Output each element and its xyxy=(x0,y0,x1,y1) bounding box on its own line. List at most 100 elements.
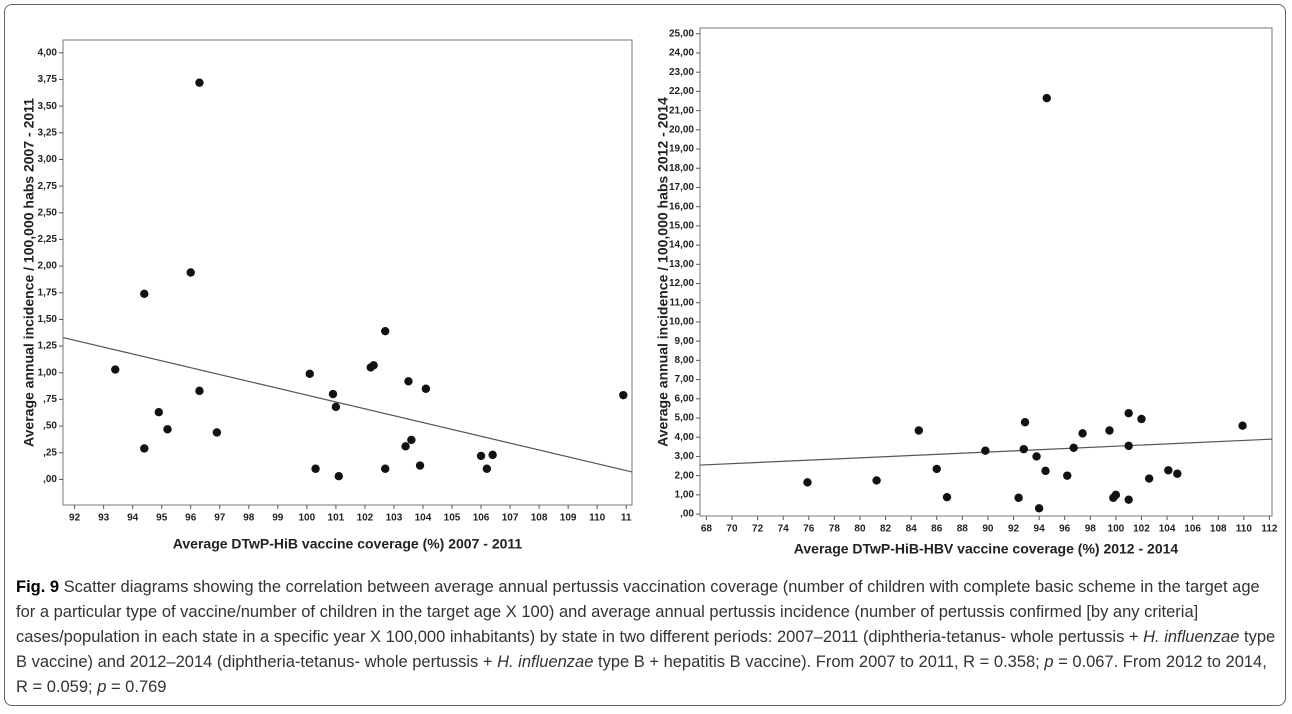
data-point xyxy=(331,402,341,412)
x-tick-label: 112 xyxy=(1261,524,1278,535)
y-tick-label: 8,00 xyxy=(675,355,695,366)
data-point xyxy=(1032,452,1041,461)
data-point xyxy=(1078,429,1087,438)
y-tick-label: 2,00 xyxy=(675,470,695,481)
y-tick-label: 19,00 xyxy=(669,144,694,155)
x-tick-label: 106 xyxy=(1184,524,1201,535)
data-point xyxy=(1042,93,1051,103)
data-point xyxy=(872,476,881,485)
x-tick-label: 93 xyxy=(98,513,110,524)
data-point xyxy=(369,361,378,370)
y-tick-label: 7,00 xyxy=(675,374,695,385)
y-tick-label: 3,00 xyxy=(38,154,58,165)
x-tick-label: 76 xyxy=(803,524,815,535)
caption-text: type B + hepatitis B vaccine). From 2007… xyxy=(593,653,1045,671)
data-point xyxy=(1014,493,1023,502)
x-tick-label: 104 xyxy=(1159,524,1176,535)
x-tick-label: 78 xyxy=(829,524,841,535)
data-point xyxy=(195,78,204,87)
x-tick-label: 100 xyxy=(1108,524,1125,535)
y-tick-label: 3,50 xyxy=(38,101,58,112)
x-tick-label: 99 xyxy=(272,513,284,524)
x-tick-label: 80 xyxy=(854,524,866,535)
y-tick-label: ,25 xyxy=(43,447,57,458)
y-tick-label: ,50 xyxy=(43,421,57,432)
data-point xyxy=(488,450,497,460)
data-point xyxy=(981,446,990,455)
data-point xyxy=(1041,466,1050,476)
data-point xyxy=(140,444,149,453)
y-tick-label: 2,50 xyxy=(38,207,58,218)
data-point xyxy=(186,268,195,277)
y-tick-label: 5,00 xyxy=(675,413,695,424)
x-tick-label: 90 xyxy=(982,524,994,535)
x-tick-label: 11 xyxy=(621,513,632,524)
data-point xyxy=(311,464,320,473)
figure-frame xyxy=(4,4,1286,706)
x-tick-label: 92 xyxy=(1008,524,1020,535)
data-point xyxy=(1069,443,1078,452)
data-point xyxy=(942,492,952,502)
caption-text: Scatter diagrams showing the correlation… xyxy=(16,578,1260,646)
y-tick-label: 1,75 xyxy=(38,287,58,298)
caption: Fig. 9 Scatter diagrams showing the corr… xyxy=(16,575,1278,700)
data-point xyxy=(1111,490,1121,500)
data-point xyxy=(1124,441,1133,451)
y-tick-label: 4,00 xyxy=(38,47,58,58)
y-tick-label: 14,00 xyxy=(669,240,694,251)
x-tick-label: 68 xyxy=(701,524,713,535)
y-tick-label: ,00 xyxy=(43,474,57,485)
x-tick-label: 94 xyxy=(127,513,139,524)
data-point xyxy=(619,390,628,400)
data-point xyxy=(381,464,390,473)
data-point xyxy=(914,426,924,435)
y-tick-label: 10,00 xyxy=(669,317,694,328)
y-tick-label: 9,00 xyxy=(675,336,695,347)
data-point xyxy=(1144,474,1154,483)
data-point xyxy=(305,369,314,379)
y-tick-label: 1,00 xyxy=(38,367,58,378)
x-tick-label: 102 xyxy=(1133,524,1150,535)
data-point xyxy=(140,289,149,299)
x-tick-label: 101 xyxy=(328,513,345,524)
data-point xyxy=(154,408,164,417)
caption-label: Fig. 9 xyxy=(16,578,60,596)
y-tick-label: 17,00 xyxy=(669,182,694,193)
y-tick-label: 20,00 xyxy=(669,124,694,135)
y-tick-label: 11,00 xyxy=(670,297,695,308)
caption-text: type B vaccine) and 2012–2014 (diphtheri… xyxy=(16,628,1276,671)
data-point xyxy=(1173,469,1182,478)
y-tick-label: 16,00 xyxy=(669,201,694,212)
y-axis-label: Average annual incidence / 100,000 habs … xyxy=(655,97,671,447)
data-point xyxy=(1124,409,1133,418)
x-tick-label: 104 xyxy=(415,513,432,524)
x-tick-label: 102 xyxy=(357,513,374,524)
x-tick-label: 106 xyxy=(473,513,490,524)
x-tick-label: 108 xyxy=(531,513,548,524)
data-point xyxy=(415,461,425,470)
y-tick-label: 3,00 xyxy=(675,451,695,462)
x-tick-label: 110 xyxy=(589,513,606,524)
caption-text: H. influenzae xyxy=(497,653,594,671)
y-tick-label: ,00 xyxy=(680,509,694,520)
data-point xyxy=(1063,471,1072,480)
data-point xyxy=(1105,426,1114,435)
x-tick-label: 105 xyxy=(444,513,461,524)
caption-text: = 0.769 xyxy=(106,678,167,696)
x-tick-label: 72 xyxy=(752,524,764,535)
plot-area xyxy=(62,39,633,506)
x-tick-label: 95 xyxy=(156,513,168,524)
x-tick-label: 74 xyxy=(778,524,790,535)
data-point xyxy=(1019,444,1028,454)
y-axis-label: Average annual incidence / 100,000 habs … xyxy=(21,98,37,447)
x-tick-label: 88 xyxy=(957,524,969,535)
x-tick-label: 103 xyxy=(386,513,403,524)
x-tick-label: 84 xyxy=(906,524,918,535)
x-tick-label: 96 xyxy=(185,513,197,524)
caption-text: = 0.067. From 2012 to 2014, R = 0.059; xyxy=(16,653,1267,696)
data-point xyxy=(401,442,410,451)
y-tick-label: 6,00 xyxy=(675,393,695,404)
data-point xyxy=(1124,495,1133,504)
x-tick-label: 98 xyxy=(243,513,255,524)
